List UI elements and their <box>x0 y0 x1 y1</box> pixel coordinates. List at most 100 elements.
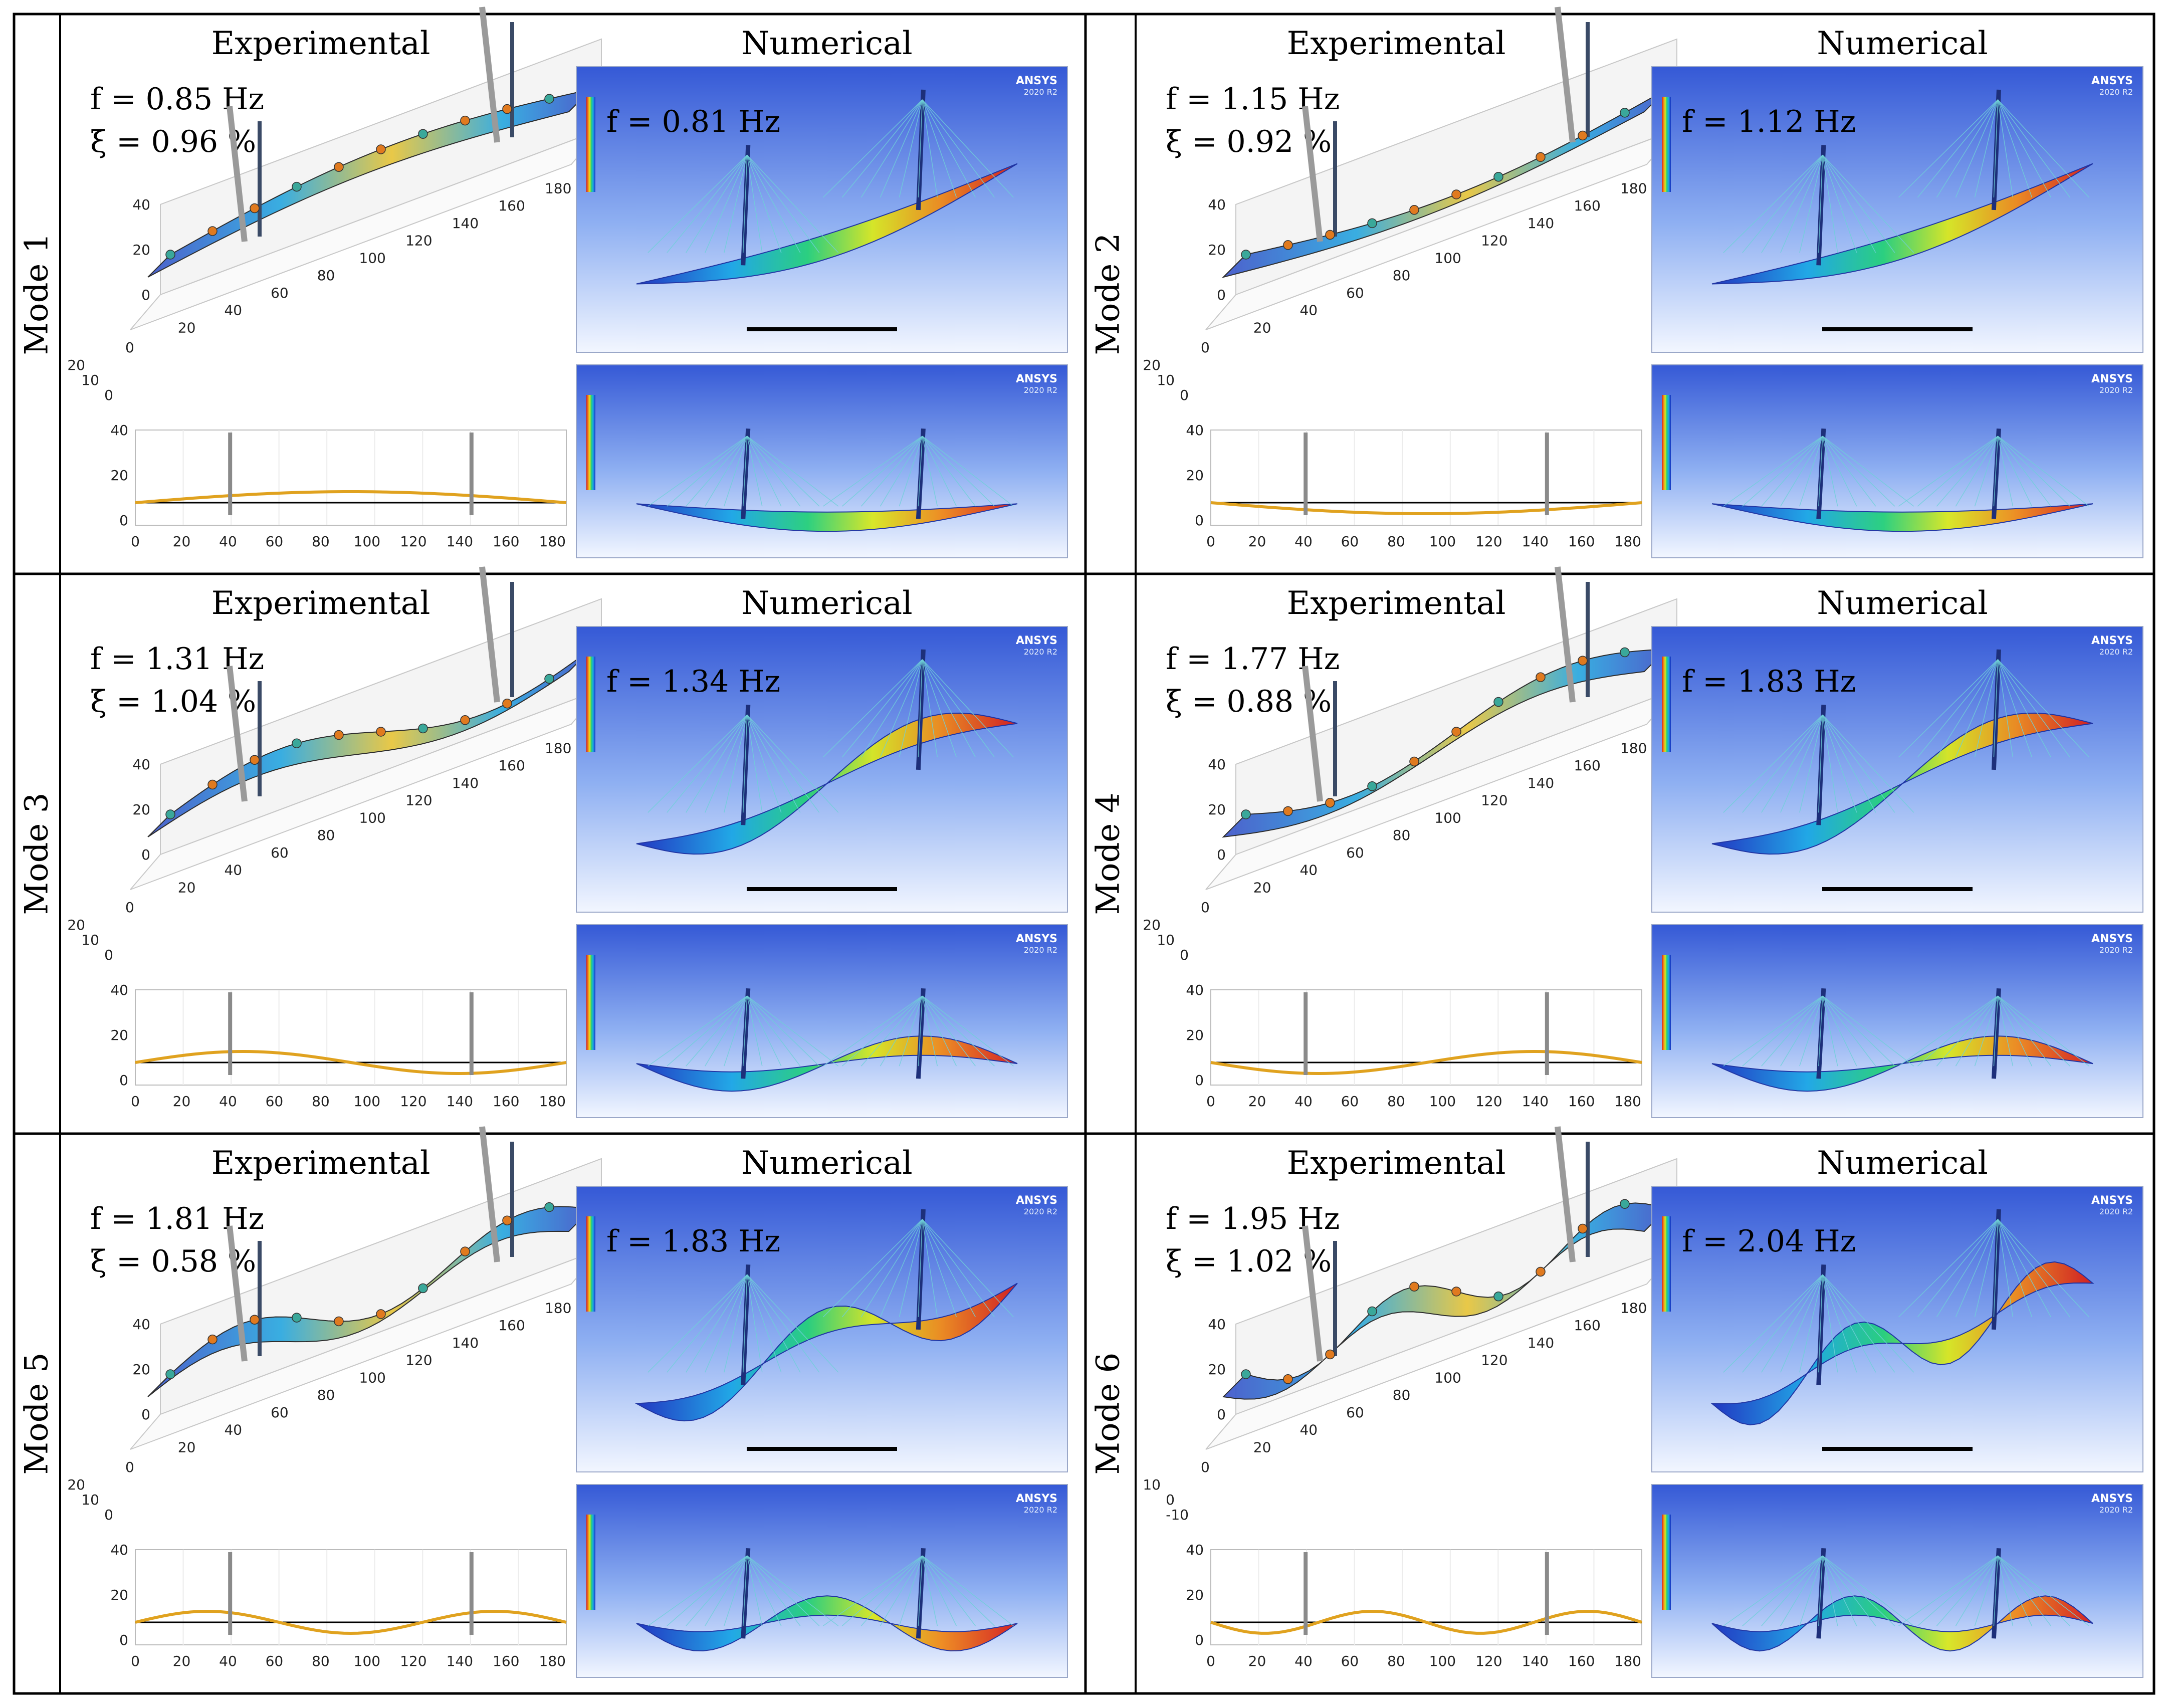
fem-cable <box>922 436 976 507</box>
fem-cable <box>1822 1556 1838 1626</box>
fem-cable <box>747 714 839 813</box>
sensor-marker <box>1451 189 1461 199</box>
sensor-marker <box>1536 152 1546 162</box>
sensor-marker <box>334 730 344 740</box>
numerical-header: Numerical <box>1817 25 1988 62</box>
x-tick-label: 20 <box>178 319 196 336</box>
fem-cable <box>747 1555 839 1626</box>
x-tick-label: 180 <box>545 740 571 756</box>
fem-cable <box>1723 1274 1823 1373</box>
contour-legend <box>586 395 595 490</box>
fem-cable <box>747 436 801 507</box>
ansys-version: 2020 R2 <box>2099 647 2133 657</box>
fem-cable <box>647 154 748 253</box>
fem-pylon <box>916 1209 926 1330</box>
fem-cable <box>1822 1555 1876 1626</box>
x-tick-label: 140 <box>452 1335 479 1351</box>
plot-floor-plane <box>1205 689 1677 890</box>
numerical-header: Numerical <box>741 585 912 622</box>
x-tick-label: 0 <box>131 1093 140 1110</box>
fem-cable <box>1917 995 1998 1066</box>
x-tick-label: 80 <box>1393 267 1411 284</box>
fem-cable <box>1997 1219 2014 1318</box>
fem-cable <box>922 436 1014 507</box>
fem-cable <box>880 1555 923 1626</box>
fem-cable <box>1997 436 2070 507</box>
plot-floor-plane <box>1205 1248 1677 1450</box>
x-tick-label: 160 <box>1574 1317 1600 1334</box>
fem-cable <box>747 995 801 1066</box>
y-tick-label: 10 <box>81 932 99 948</box>
fem-cable <box>1780 715 1823 813</box>
fem-cable <box>880 659 923 758</box>
fem-cable <box>747 1274 839 1373</box>
fem-cable <box>1761 154 1823 253</box>
pylon <box>479 566 500 703</box>
fem-pylon <box>916 428 926 519</box>
fem-cable <box>1822 1274 1895 1373</box>
fem-cable <box>1742 436 1823 507</box>
numerical-header: Numerical <box>741 1145 912 1182</box>
fem-cable <box>747 436 782 507</box>
fem-cable <box>1822 714 1914 813</box>
x-tick-label: 40 <box>1294 533 1313 550</box>
scale-bar <box>747 1447 897 1451</box>
x-tick-label: 180 <box>545 1300 571 1316</box>
contour-legend <box>586 955 595 1050</box>
x-tick-label: 100 <box>1434 1369 1461 1386</box>
fem-cable <box>743 1556 748 1626</box>
side-view-axes <box>135 430 567 526</box>
z-tick-label: 40 <box>132 756 150 773</box>
fem-cable <box>1936 659 1999 758</box>
fem-cable <box>1822 715 1838 813</box>
z-tick-label: 20 <box>132 1361 150 1378</box>
sensor-marker <box>460 115 470 126</box>
ansys-version: 2020 R2 <box>1024 87 1057 97</box>
fem-cable <box>1822 436 1857 507</box>
x-tick-label: 40 <box>219 1653 237 1669</box>
fem-cable <box>1997 996 2014 1066</box>
fem-cable <box>1742 714 1823 813</box>
mode-shape-surface <box>147 88 593 278</box>
sensor-marker <box>376 1309 386 1319</box>
fem-cable <box>1780 1274 1823 1373</box>
fem-cable <box>922 99 1014 198</box>
fem-deck-shape <box>1710 1261 2094 1426</box>
fem-cable <box>922 1555 957 1626</box>
scale-bar <box>1822 887 1973 891</box>
z-tick-label: 20 <box>132 801 150 818</box>
sensor-marker <box>1451 1287 1461 1297</box>
y-tick-label: 20 <box>1186 1027 1204 1043</box>
y-tick-label: 0 <box>104 947 113 963</box>
fem-pylon <box>1991 428 2001 519</box>
sensor-marker <box>1620 1199 1630 1209</box>
side-view-axes <box>1210 989 1642 1086</box>
fem-cable <box>860 99 923 198</box>
experimental-frequency: f = 0.85 Hz <box>90 82 264 117</box>
x-tick-label: 0 <box>1201 1459 1210 1475</box>
ansys-version: 2020 R2 <box>2099 87 2133 97</box>
fem-cable <box>747 714 801 813</box>
y-tick-label: 0 <box>119 1072 128 1089</box>
fem-cable <box>899 1219 923 1318</box>
x-tick-label: 120 <box>1481 792 1507 809</box>
x-tick-label: 120 <box>1475 1653 1502 1669</box>
mode-6-cell: Mode 6 Experimental Numerical f = 1.95 Hz ξ … <box>1090 1126 2143 1678</box>
fem-cable <box>1993 659 1999 757</box>
x-tick-label: 100 <box>354 1093 380 1110</box>
fem-cable <box>1822 995 1914 1066</box>
fem-cable <box>667 1555 748 1626</box>
sensor-marker <box>1283 240 1293 250</box>
fem-cable <box>647 714 748 813</box>
fem-cable <box>1997 659 2089 758</box>
figure-frame <box>13 13 2155 1695</box>
x-tick-label: 80 <box>1387 1093 1405 1110</box>
sensor-marker <box>418 129 428 139</box>
fem-cable <box>822 436 923 507</box>
y-tick-label: 40 <box>1186 1542 1204 1558</box>
fem-cable <box>747 995 820 1066</box>
fem-cable <box>1742 1274 1823 1373</box>
ansys-version: 2020 R2 <box>1024 1505 1057 1515</box>
numerical-header: Numerical <box>741 25 912 62</box>
